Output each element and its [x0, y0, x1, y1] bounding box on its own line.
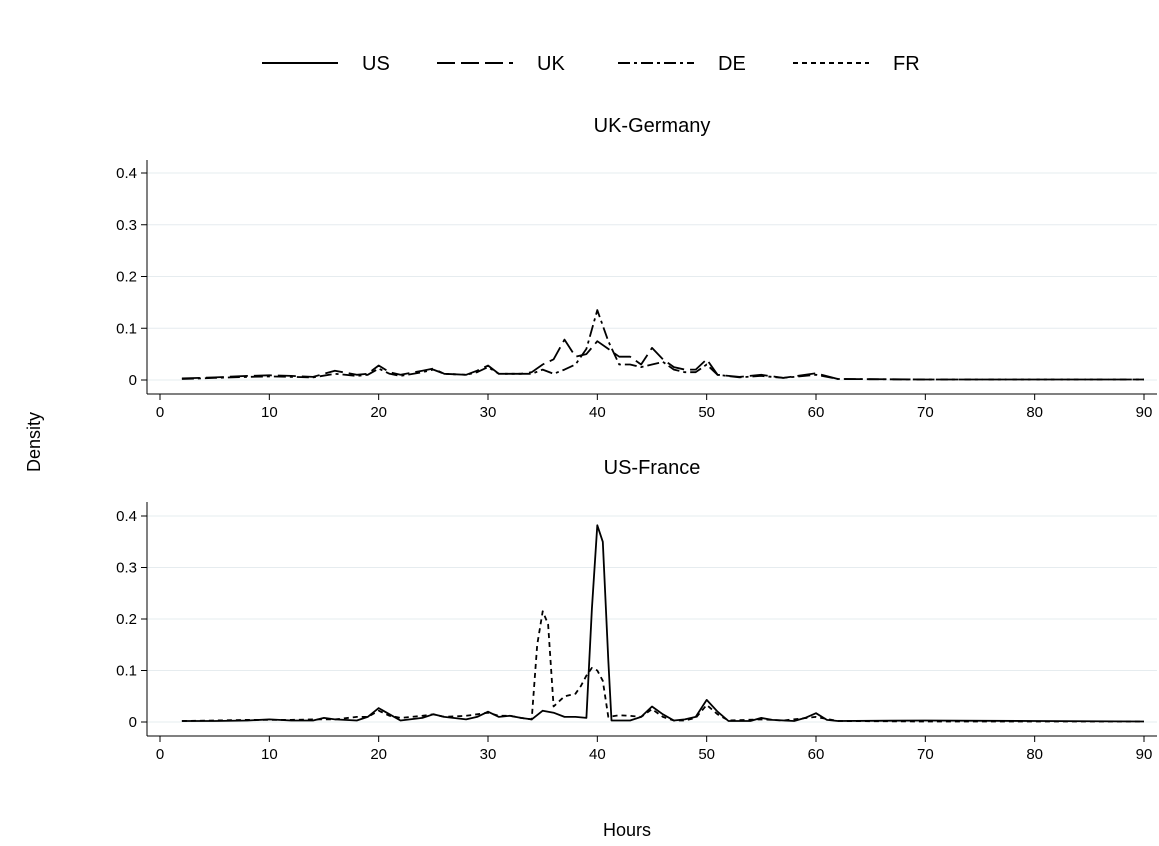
x-tick-label: 60 — [808, 404, 825, 421]
legend-label-fr: FR — [893, 53, 920, 75]
y-tick-label: 0.4 — [116, 508, 137, 525]
y-tick-label: 0.1 — [116, 663, 137, 680]
y-tick-label: 0.3 — [116, 217, 137, 234]
x-tick-label: 80 — [1026, 746, 1043, 763]
panel-title: US-France — [604, 457, 701, 479]
x-tick-label: 20 — [370, 404, 387, 421]
x-tick-label: 20 — [370, 746, 387, 763]
x-tick-label: 10 — [261, 404, 278, 421]
x-tick-label: 70 — [917, 746, 934, 763]
x-tick-label: 60 — [808, 746, 825, 763]
x-tick-label: 90 — [1136, 404, 1153, 421]
legend: US UK DE FR — [262, 53, 920, 75]
panels: UK-Germany 0 0.1 0.2 0.3 0.4 0 10 20 30 40 50 60 70 80… — [116, 115, 1157, 763]
legend-label-de: DE — [718, 53, 746, 75]
panel-title: UK-Germany — [594, 115, 711, 137]
x-tick-label: 50 — [698, 404, 715, 421]
y-tick-label: 0.1 — [116, 320, 137, 337]
series-line-fr — [181, 610, 1144, 723]
x-tick-label: 0 — [156, 746, 164, 763]
x-tick-label: 40 — [589, 746, 606, 763]
y-tick-label: 0 — [129, 372, 137, 389]
x-tick-label: 70 — [917, 404, 934, 421]
x-axis-label: Hours — [603, 820, 651, 840]
y-tick-label: 0.4 — [116, 165, 137, 182]
legend-label-uk: UK — [537, 53, 565, 75]
series-line-uk — [181, 338, 1144, 381]
x-tick-label: 50 — [698, 746, 715, 763]
x-tick-label: 10 — [261, 746, 278, 763]
panel-1: UK-Germany 0 0.1 0.2 0.3 0.4 0 10 20 30 40 50 60 70 80… — [116, 115, 1157, 421]
y-axis-label: Density — [24, 412, 44, 472]
x-tick-label: 30 — [480, 404, 497, 421]
legend-label-us: US — [362, 53, 390, 75]
x-tick-label: 30 — [480, 746, 497, 763]
y-tick-label: 0.3 — [116, 560, 137, 577]
y-tick-label: 0 — [129, 714, 137, 731]
y-tick-label: 0.2 — [116, 269, 137, 286]
x-tick-label: 40 — [589, 404, 606, 421]
panel-2: US-France 0 0.1 0.2 0.3 0.4 0 10 20 30 40 50 60 70 80 9… — [116, 457, 1157, 763]
x-tick-label: 90 — [1136, 746, 1153, 763]
x-tick-label: 0 — [156, 404, 164, 421]
y-tick-label: 0.2 — [116, 611, 137, 628]
x-tick-label: 80 — [1026, 404, 1043, 421]
